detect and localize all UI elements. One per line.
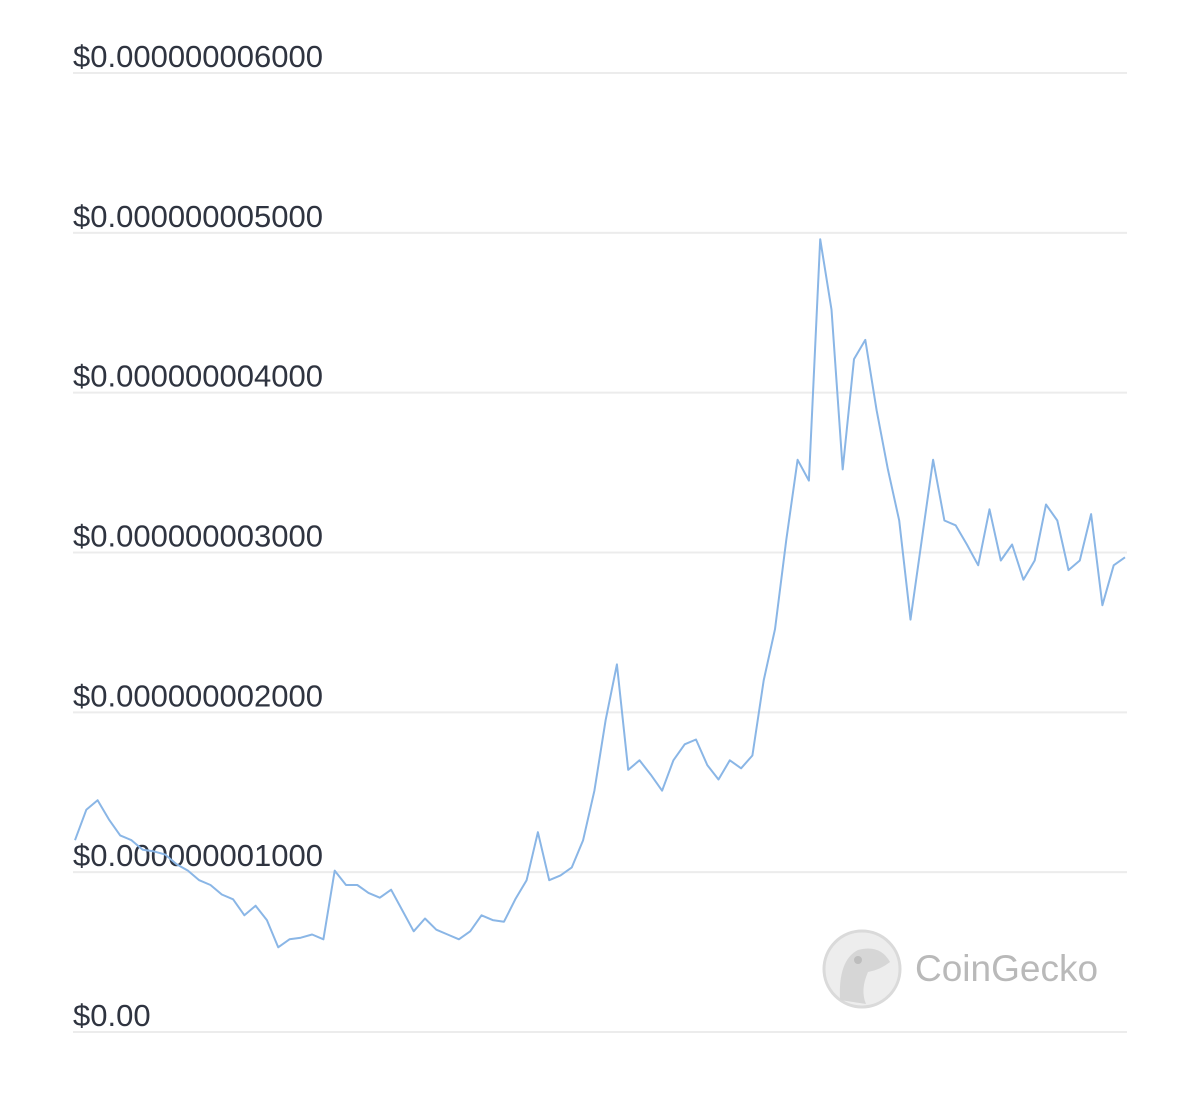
y-tick-label: $0.000000004000 (73, 359, 323, 394)
price-line (74, 238, 1126, 949)
y-tick-label: $0.000000003000 (73, 519, 323, 554)
y-tick-label: $0.00 (73, 998, 151, 1033)
y-tick-label: $0.000000005000 (73, 199, 323, 234)
watermark: CoinGecko (915, 948, 1098, 989)
y-tick-label: $0.000000006000 (73, 39, 323, 74)
y-tick-label: $0.000000001000 (73, 838, 323, 873)
watermark-logo (822, 929, 902, 1009)
y-tick-label: $0.000000002000 (73, 678, 323, 713)
